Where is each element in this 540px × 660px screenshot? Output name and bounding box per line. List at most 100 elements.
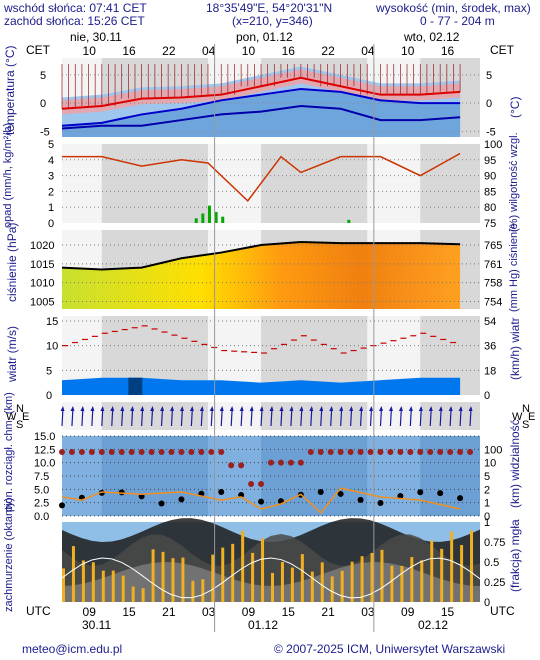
- cloud-top-dot: [327, 449, 334, 455]
- temperature-series-0: [61, 76, 461, 110]
- hour-top: 10: [83, 44, 97, 58]
- compass-letter: E: [528, 411, 535, 423]
- fog-bar: [390, 565, 394, 602]
- cloud-top-dot: [128, 449, 135, 455]
- cloud-top-dot: [238, 462, 245, 469]
- wind-arrow-head: [189, 406, 194, 411]
- temperature-label-left: temperatura (°C): [3, 45, 17, 136]
- wind-arrow-head: [150, 406, 155, 411]
- cloud-top-dot: [258, 481, 265, 487]
- cloud-top-dot: [138, 449, 145, 455]
- hour-bottom: 03: [361, 605, 375, 619]
- pressure-tick-right: 758: [484, 278, 502, 290]
- wind-arrow-head: [319, 406, 324, 411]
- wind-arrow-head: [428, 406, 433, 411]
- fog-bar: [91, 562, 95, 602]
- hour-top: 04: [361, 44, 375, 58]
- fog-bar: [470, 530, 474, 602]
- fog-bar: [62, 568, 65, 602]
- cloud-base-dot: [397, 493, 404, 500]
- cloud-top-dot: [347, 449, 354, 455]
- wind-arrow-head: [179, 406, 184, 411]
- humidity-tick: 75: [484, 218, 496, 230]
- wind-arrow-head: [120, 406, 125, 411]
- cloud-top-dot: [98, 449, 105, 455]
- cloud-top-dot: [297, 459, 304, 466]
- cloud-top-dot: [387, 449, 394, 455]
- cloud-extent-tick: 10.0: [34, 458, 55, 470]
- wind-arrow-head: [219, 406, 224, 411]
- humidity-tick: 90: [484, 171, 496, 183]
- temperature-series-2: [61, 104, 461, 130]
- precip-tick: 3: [48, 171, 54, 183]
- cloud-top-dot: [248, 481, 255, 487]
- hour-bottom: 15: [282, 605, 296, 619]
- hour-bottom: 21: [321, 605, 335, 619]
- cloud-base-dot: [357, 496, 364, 503]
- precip-tick: 4: [48, 155, 54, 167]
- grid-point-text: (x=210, y=346): [232, 14, 313, 28]
- fog-bar: [370, 552, 374, 602]
- wind-arrow-head: [458, 406, 463, 411]
- temperature-label-right: (°C): [508, 96, 522, 118]
- cloud-top-dot: [457, 449, 464, 455]
- pressure-tick-left: 1015: [30, 259, 54, 271]
- wind-arrow-head: [160, 406, 165, 411]
- footer-copyright: © 2007-2025 ICM, Uniwersytet Warszawski: [274, 642, 506, 656]
- cloud-top-dot: [277, 459, 284, 466]
- cloud-top-dot: [118, 449, 125, 455]
- cloud-top-dot: [357, 449, 364, 455]
- visibility-tick: 0: [484, 511, 490, 523]
- precip-bar: [201, 213, 205, 223]
- footer-email[interactable]: meteo@icm.edu.pl: [22, 642, 123, 656]
- wind-tick-right: 18: [484, 365, 496, 377]
- pressure-tick-right: 761: [484, 259, 502, 271]
- wind-arrow-head: [309, 406, 314, 411]
- date-bottom-2: 01.12: [248, 618, 279, 632]
- fog-bar: [420, 560, 424, 602]
- wind-arrow-head: [140, 406, 145, 411]
- cloud-top-dot: [218, 449, 225, 455]
- fog-tick: 0.5: [484, 557, 499, 569]
- wind-arrow-head: [100, 406, 105, 411]
- fog-tick: 0.75: [484, 537, 505, 549]
- fog-bar: [360, 556, 364, 602]
- temperature-tick-right: 5: [486, 70, 492, 82]
- wind-arrow-head: [229, 406, 234, 411]
- cloud-extent-tick: 12.5: [34, 444, 55, 456]
- cloud-top-dot: [208, 449, 215, 455]
- humidity-tick: 85: [484, 186, 496, 198]
- cloud-base-dot: [417, 489, 424, 496]
- cloud-top-dot: [377, 449, 384, 455]
- precip-bar: [221, 216, 225, 223]
- fog-bar: [171, 558, 175, 602]
- wind-arrow-head: [329, 406, 334, 411]
- wind-label-left: wiatr (m/s): [5, 326, 19, 382]
- humidity-line: [62, 152, 461, 203]
- fog-bar: [440, 548, 444, 602]
- fog-bar: [151, 549, 155, 602]
- cloud-top-dot: [228, 462, 235, 469]
- wind-tick-right: 54: [484, 316, 496, 328]
- visibility-tick: 10: [484, 458, 496, 470]
- temperature-tick-left: 5: [40, 70, 46, 82]
- cloud-top-dot: [437, 449, 444, 455]
- hour-top: 22: [321, 44, 335, 58]
- cloud-top-dot: [417, 449, 424, 455]
- hour-bottom: 15: [441, 605, 455, 619]
- fog-tick: 0.25: [484, 577, 505, 589]
- cloud-top-dot: [407, 449, 414, 455]
- wind-arrow-head: [438, 406, 443, 411]
- cloud-top-dot: [367, 449, 374, 455]
- wind-arrow-head: [209, 406, 214, 411]
- timezone-top-left: CET: [26, 43, 50, 57]
- wind-arrow-head: [199, 406, 204, 411]
- wind-arrow-head: [418, 406, 423, 411]
- temperature-series-1: [61, 88, 461, 127]
- fog-bar: [71, 546, 75, 602]
- cloud-top-dot: [287, 459, 294, 466]
- fog-bar: [101, 570, 105, 602]
- wind-arrow-head: [339, 406, 344, 411]
- wind-arrow-head: [269, 406, 274, 411]
- altitude-values: 0 - 77 - 204 m: [420, 14, 495, 28]
